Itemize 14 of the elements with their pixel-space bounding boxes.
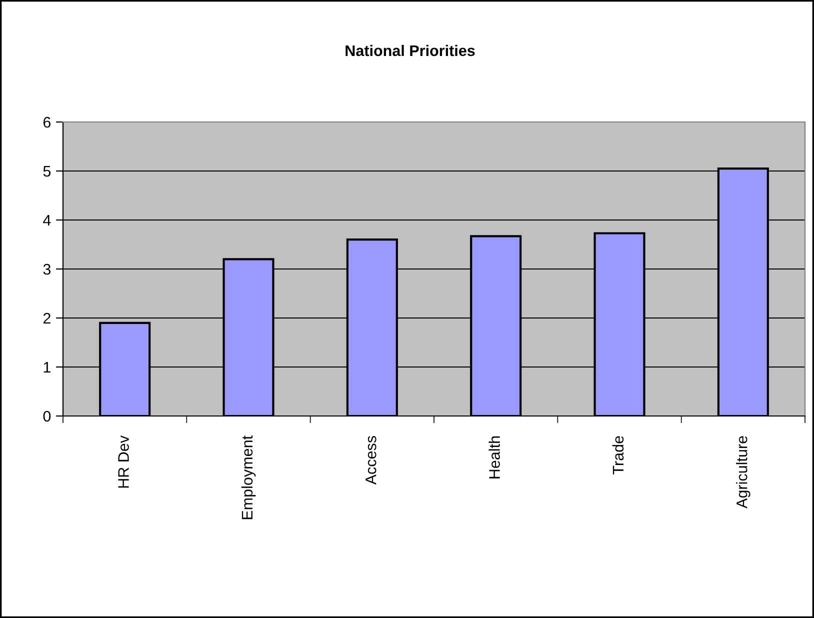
y-tick-label: 1: [44, 362, 50, 373]
y-tick-label: 2: [43, 312, 50, 324]
x-tick-label: Access: [366, 436, 376, 485]
x-tick-label: Trade: [612, 436, 624, 474]
chart-title: National Priorities: [346, 44, 475, 56]
x-tick-label: Health: [488, 436, 500, 478]
y-tick-label: 6: [43, 116, 51, 128]
y-tick-label: 3: [43, 264, 51, 275]
x-tick-label: Agriculture: [736, 436, 750, 508]
x-tick-label: HR Dev: [118, 435, 129, 488]
y-tick-label: 0: [43, 410, 51, 422]
y-tick-label: 4: [43, 215, 51, 226]
x-tick-label: Employment: [241, 436, 256, 520]
y-tick-label: 5: [43, 166, 51, 177]
